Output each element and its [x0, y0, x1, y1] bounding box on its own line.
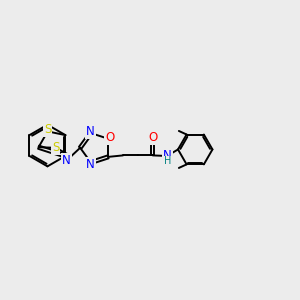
Text: N: N [86, 125, 94, 138]
Text: S: S [44, 123, 51, 136]
Text: H: H [164, 156, 171, 166]
Text: N: N [163, 149, 172, 162]
Text: O: O [105, 131, 114, 144]
Text: S: S [52, 141, 59, 154]
Text: O: O [148, 131, 157, 144]
Text: N: N [62, 154, 71, 166]
Text: N: N [86, 158, 94, 171]
